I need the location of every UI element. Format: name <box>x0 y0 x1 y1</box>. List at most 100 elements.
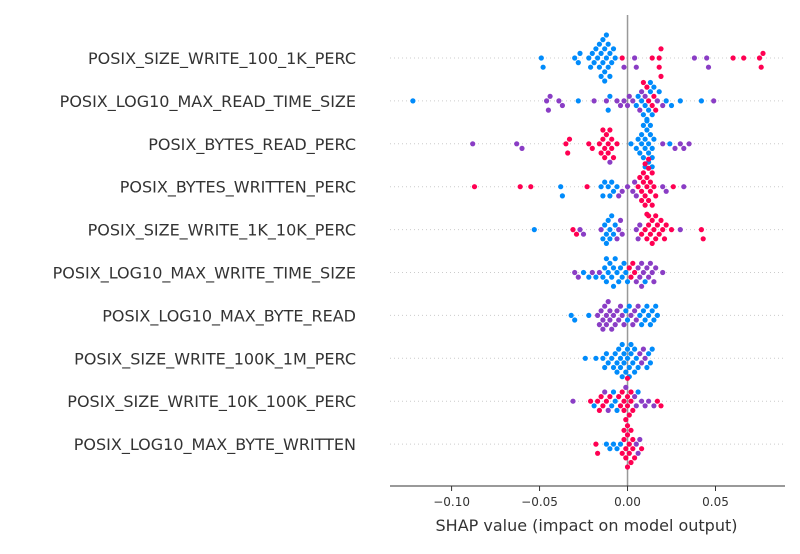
shap-point <box>646 274 652 280</box>
shap-point <box>540 64 546 70</box>
shap-point <box>637 222 643 228</box>
shap-point <box>642 136 648 142</box>
shap-point <box>640 346 647 352</box>
shap-point <box>647 360 654 366</box>
shap-point <box>586 55 592 61</box>
shap-point <box>584 184 590 190</box>
shap-point <box>698 227 705 233</box>
shap-point <box>600 37 606 43</box>
shap-point <box>647 79 654 86</box>
shap-point <box>619 188 625 194</box>
shap-point <box>570 227 576 233</box>
shap-point <box>607 446 613 452</box>
shap-point <box>544 98 550 104</box>
shap-point <box>586 141 592 147</box>
shap-point <box>644 127 650 133</box>
shap-point <box>616 317 622 323</box>
shap-point <box>573 231 580 237</box>
shap-point <box>640 79 647 86</box>
shap-point <box>621 427 627 433</box>
shap-point <box>644 174 650 181</box>
shap-point <box>595 450 601 456</box>
shap-point <box>649 269 655 276</box>
shap-point <box>660 269 666 276</box>
shap-point <box>646 107 652 113</box>
x-tick-label: −0.05 <box>521 495 558 509</box>
shap-point <box>642 317 648 323</box>
shap-point <box>603 231 610 237</box>
shap-point <box>623 417 629 423</box>
shap-point <box>591 60 597 66</box>
shap-point <box>628 274 634 280</box>
shap-point <box>610 283 617 289</box>
shap-point <box>616 227 622 233</box>
shap-point <box>610 188 617 194</box>
shap-point <box>630 322 636 328</box>
shap-point <box>621 64 627 70</box>
shap-point <box>598 394 604 400</box>
shap-point <box>656 231 662 237</box>
shap-point <box>619 231 625 237</box>
shap-point <box>624 423 631 429</box>
shap-point <box>639 231 645 237</box>
shap-point <box>646 398 652 404</box>
shap-point <box>637 174 643 181</box>
shap-point <box>612 55 618 61</box>
shap-point <box>640 170 647 176</box>
shap-point <box>760 50 766 57</box>
shap-point <box>600 317 606 323</box>
shap-point <box>646 351 652 357</box>
shap-point <box>644 118 650 124</box>
shap-point <box>656 64 662 70</box>
shap-point <box>545 107 552 113</box>
shap-point <box>602 179 608 185</box>
feature-label: POSIX_LOG10_MAX_READ_TIME_SIZE <box>60 92 356 112</box>
shap-point <box>651 403 657 409</box>
shap-point <box>656 89 662 95</box>
shap-point <box>598 308 604 314</box>
shap-point <box>630 407 636 413</box>
shap-point <box>628 389 634 395</box>
shap-point <box>600 193 606 199</box>
shap-point <box>586 312 592 318</box>
shap-point <box>607 394 613 400</box>
shap-point <box>410 98 416 104</box>
shap-point <box>586 274 592 280</box>
shap-point <box>580 231 587 237</box>
shap-point <box>610 312 617 318</box>
shap-point <box>658 73 664 79</box>
shap-point <box>646 197 652 204</box>
shap-point <box>609 274 615 280</box>
shap-point <box>756 55 763 61</box>
shap-point <box>616 193 622 199</box>
shap-point <box>647 322 654 328</box>
shap-point <box>635 136 641 142</box>
shap-point <box>642 102 648 109</box>
shap-point <box>603 398 610 404</box>
shap-point <box>642 355 648 361</box>
shap-point <box>730 55 736 61</box>
shap-point <box>649 308 655 314</box>
shap-point <box>614 98 620 104</box>
shap-point <box>596 322 603 328</box>
shap-point <box>556 98 562 104</box>
shap-point <box>635 303 641 309</box>
shap-point <box>642 145 648 151</box>
shap-point <box>589 269 595 276</box>
shap-point <box>628 398 634 404</box>
feature-label: POSIX_BYTES_READ_PERC <box>148 135 356 155</box>
shap-point <box>563 141 569 147</box>
shap-point <box>647 132 654 138</box>
shap-point <box>640 155 647 161</box>
shap-point <box>639 360 645 366</box>
shap-point <box>565 150 571 156</box>
shap-point <box>628 427 634 433</box>
shap-point <box>646 213 652 219</box>
shap-point <box>626 93 632 99</box>
shap-point <box>635 236 641 242</box>
shap-point <box>605 150 611 156</box>
shap-point <box>602 69 608 75</box>
shap-point <box>602 78 608 84</box>
shap-point <box>603 32 610 38</box>
